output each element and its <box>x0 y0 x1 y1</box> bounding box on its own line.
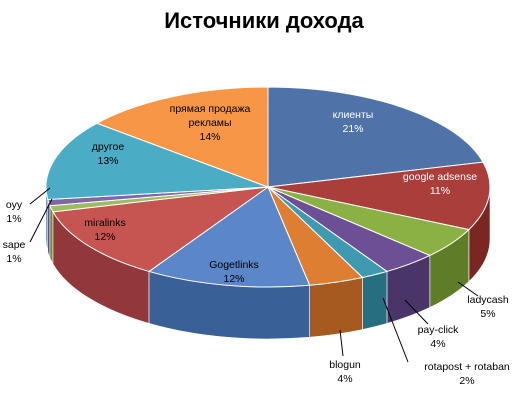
data-label-клиенты: клиенты 21% <box>333 109 374 135</box>
slice-value-ladycash: 5% <box>480 308 495 320</box>
slice-value-oyy: 1% <box>6 213 21 225</box>
pie-slice-miralinks <box>52 186 269 272</box>
slice-label-sape: sape <box>3 239 26 251</box>
slice-label-gogetlinks: Gogetlinks <box>209 259 259 271</box>
pie-slice-другое <box>45 122 269 201</box>
pie-slice-клиенты <box>267 86 484 188</box>
data-label-ladycash: ladycash 5% <box>467 294 509 320</box>
slice-label-другое: другое <box>92 141 125 153</box>
pie-side-rotapost-rotaban <box>362 271 388 330</box>
slice-label-google-adsense: google adsense <box>403 171 477 183</box>
slice-label-rotapost-rotaban: rotapost + rotaban <box>424 361 510 373</box>
leader-line-pay-click <box>404 299 429 325</box>
slice-value-rotapost-rotaban: 2% <box>459 375 474 387</box>
slice-value-miralinks: 12% <box>94 231 115 243</box>
leader-line-sape <box>29 198 53 243</box>
slice-value-google-adsense: 11% <box>430 185 450 197</box>
leader-line-ladycash <box>457 281 479 297</box>
slice-value-gogetlinks: 12% <box>223 273 244 285</box>
leader-line-oyy <box>29 187 51 205</box>
slice-label-oyy: oyy <box>6 199 23 211</box>
data-label-pay-click: pay-click 4% <box>418 324 460 350</box>
data-label-gogetlinks: Gogetlinks 12% <box>209 259 259 285</box>
slice-value-другое: 13% <box>97 155 118 167</box>
pie-slice-gogetlinks <box>147 186 311 288</box>
data-label-другое: другое 13% <box>92 141 125 167</box>
slice-label-miralinks: miralinks <box>84 217 125 229</box>
data-label-прямая-продажа-рекламы: прямая продажа рекламы 14% <box>170 103 251 143</box>
slice-value-pay-click: 4% <box>430 338 445 350</box>
leader-line-blogun <box>339 329 344 357</box>
data-label-blogun: blogun 4% <box>329 359 361 385</box>
slice-value-sape: 1% <box>6 253 21 265</box>
slice-label-прямая-продажа-рекламы-1: прямая продажа <box>170 103 251 115</box>
pie-slice-прямая-продажа-рекламы <box>95 86 269 188</box>
pie-side-blogun <box>309 277 363 338</box>
data-label-rotapost-rotaban: rotapost + rotaban 2% <box>424 361 510 387</box>
leader-line-rotapost-rotaban <box>382 297 409 363</box>
data-label-google-adsense: google adsense 11% <box>403 171 477 197</box>
pie-side-oyy <box>47 199 51 258</box>
pie-slice-google-adsense <box>267 161 491 231</box>
slice-value-blogun: 4% <box>337 373 352 385</box>
data-label-oyy: oyy 1% <box>6 199 23 225</box>
slice-label-клиенты: клиенты <box>333 109 374 121</box>
data-label-miralinks: miralinks 12% <box>84 217 125 243</box>
slice-value-прямая-продажа-рекламы: 14% <box>199 131 220 143</box>
pie-side-sape <box>49 205 54 266</box>
chart-title: Источники дохода <box>164 8 364 33</box>
slice-label-ladycash: ladycash <box>467 294 509 306</box>
data-label-sape: sape 1% <box>3 239 26 265</box>
slice-label-blogun: blogun <box>329 359 361 371</box>
slice-value-клиенты: 21% <box>342 123 363 135</box>
slice-label-pay-click: pay-click <box>418 324 460 336</box>
slice-label-прямая-продажа-рекламы-2: рекламы <box>188 117 231 129</box>
